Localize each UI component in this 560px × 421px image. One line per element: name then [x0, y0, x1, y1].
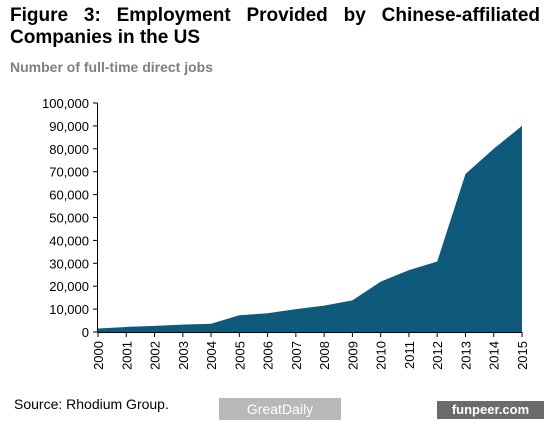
source-note: Source: Rhodium Group. — [14, 396, 169, 412]
y-tick-label: 80,000 — [49, 142, 89, 157]
chart-subtitle: Number of full-time direct jobs — [10, 59, 214, 75]
area-series-0 — [98, 125, 522, 333]
x-tick-label: 2005 — [232, 341, 247, 370]
x-tick-label: 2006 — [261, 341, 276, 370]
x-tick-label: 2011 — [402, 341, 417, 369]
watermark-greatdaily: GreatDaily — [219, 398, 341, 420]
x-tick-label: 2012 — [430, 341, 445, 370]
x-tick-label: 2007 — [289, 341, 304, 370]
watermark-funpeer: funpeer.com — [437, 401, 544, 419]
y-tick-label: 90,000 — [49, 119, 89, 134]
x-tick-label: 2003 — [176, 341, 191, 370]
y-tick-label: 60,000 — [49, 188, 89, 203]
x-tick-label: 2015 — [515, 341, 530, 370]
x-tick-label: 2000 — [91, 341, 106, 370]
chart-title: Figure 3: Employment Provided by Chinese… — [10, 5, 540, 48]
y-tick-label: 40,000 — [49, 233, 89, 248]
x-tick-label: 2001 — [119, 341, 134, 370]
y-tick-label: 70,000 — [49, 165, 89, 180]
x-tick-label: 2009 — [345, 341, 360, 370]
y-tick-label: 20,000 — [49, 279, 89, 294]
y-tick-label: 10,000 — [49, 302, 89, 317]
x-tick-label: 2014 — [487, 341, 502, 370]
y-tick-label: 0 — [82, 325, 89, 340]
y-tick-label: 30,000 — [49, 256, 89, 271]
x-tick-label: 2002 — [148, 341, 163, 370]
x-tick-label: 2008 — [317, 341, 332, 370]
x-tick-label: 2004 — [204, 341, 219, 370]
y-tick-label: 50,000 — [49, 211, 89, 226]
x-tick-label: 2010 — [374, 341, 389, 370]
x-tick-label: 2013 — [458, 341, 473, 370]
y-tick-label: 100,000 — [42, 96, 89, 111]
